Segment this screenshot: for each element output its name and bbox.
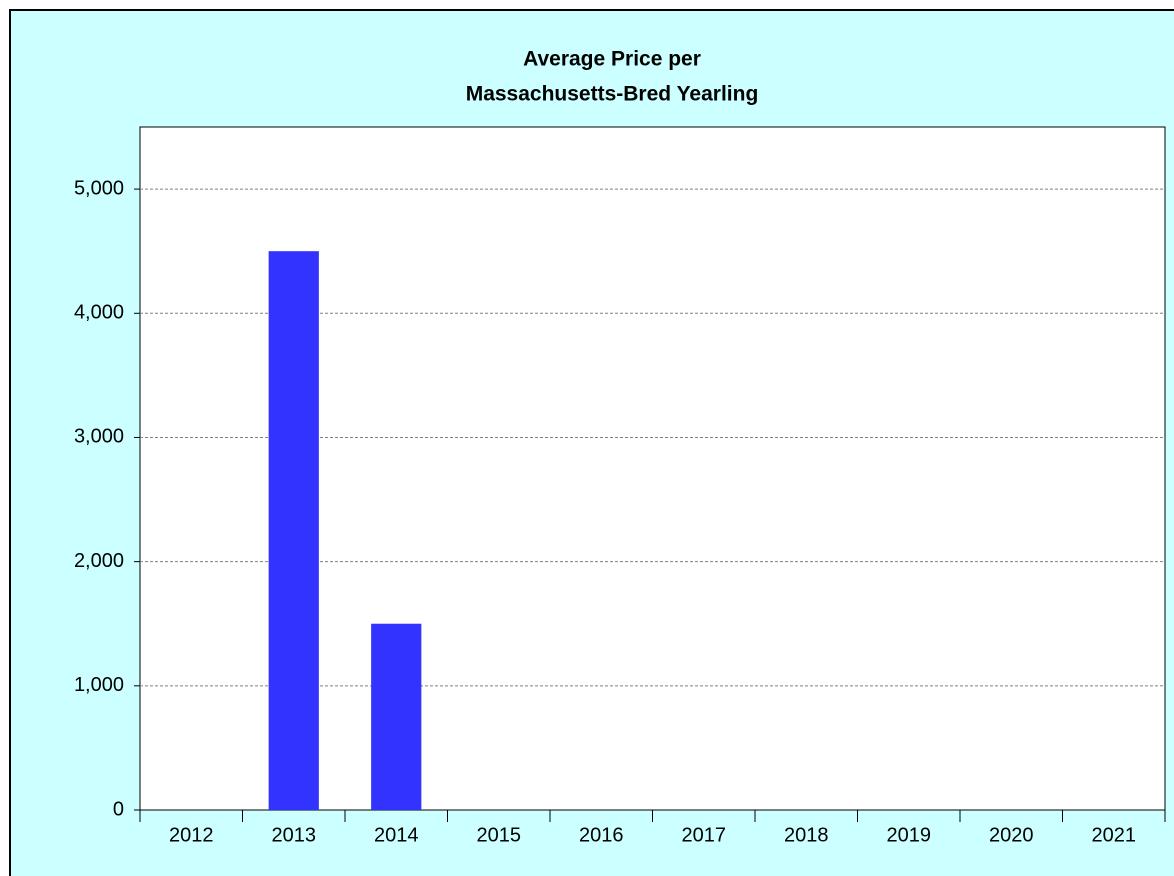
y-tick-label: 3,000 bbox=[74, 426, 124, 448]
x-tick-label: 2019 bbox=[887, 824, 932, 846]
bar bbox=[268, 251, 319, 810]
chart-title: Massachusetts-Bred Yearling bbox=[466, 83, 759, 106]
y-tick-label: 4,000 bbox=[74, 302, 124, 324]
x-tick-label: 2016 bbox=[579, 824, 624, 846]
x-tick-label: 2013 bbox=[272, 824, 317, 846]
x-tick-label: 2021 bbox=[1092, 824, 1137, 846]
y-tick-label: 0 bbox=[113, 798, 124, 820]
bar bbox=[371, 623, 422, 810]
y-tick-label: 1,000 bbox=[74, 674, 124, 696]
x-tick-label: 2014 bbox=[374, 824, 419, 846]
y-tick-label: 5,000 bbox=[74, 177, 124, 199]
x-tick-label: 2020 bbox=[989, 824, 1034, 846]
x-tick-label: 2017 bbox=[682, 824, 727, 846]
x-tick-label: 2018 bbox=[784, 824, 829, 846]
y-tick-label: 2,000 bbox=[74, 550, 124, 572]
x-tick-label: 2015 bbox=[477, 824, 522, 846]
chart-title: Average Price per bbox=[523, 48, 701, 71]
x-tick-label: 2012 bbox=[169, 824, 214, 846]
